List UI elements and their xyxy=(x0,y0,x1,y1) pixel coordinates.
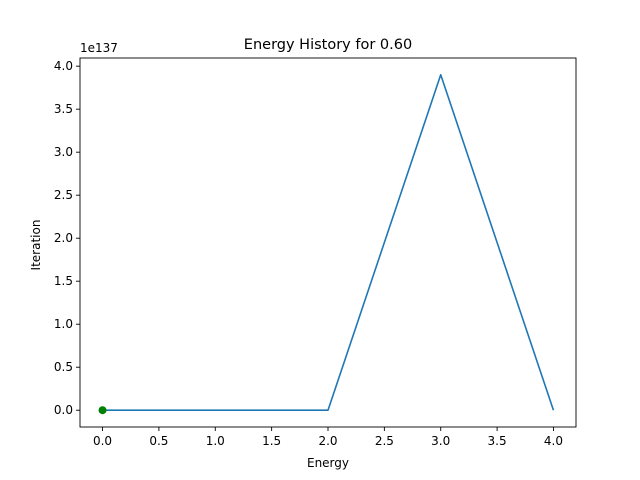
y-offset-label: 1e137 xyxy=(80,41,118,55)
x-tick-label-7: 3.5 xyxy=(488,434,507,448)
chart-title: Energy History for 0.60 xyxy=(244,37,412,53)
x-tick-label-8: 4.0 xyxy=(544,434,563,448)
y-tick-label-8: 4.0 xyxy=(54,59,73,73)
x-tick-label-3: 1.5 xyxy=(262,434,281,448)
y-axis-label: Iteration xyxy=(29,220,43,271)
x-tick-label-4: 2.0 xyxy=(318,434,337,448)
y-tick-label-2: 1.0 xyxy=(54,317,73,331)
x-tick-label-1: 0.5 xyxy=(149,434,168,448)
x-tick-label-6: 3.0 xyxy=(431,434,450,448)
y-tick-label-6: 3.0 xyxy=(54,145,73,159)
y-tick-label-0: 0.0 xyxy=(54,403,73,417)
series-line-0 xyxy=(102,73,555,412)
start-point-marker xyxy=(98,406,107,415)
plot-area: 0.0 0.5 1.0 1.5 2.0 2.5 3.0 3.5 4.0 0.0 0.5 1.0 1.5 2… xyxy=(54,57,577,448)
y-tick-label-1: 0.5 xyxy=(54,360,73,374)
y-tick-label-3: 1.5 xyxy=(54,274,73,288)
y-tick-label-7: 3.5 xyxy=(54,102,73,116)
y-tick-label-5: 2.5 xyxy=(54,188,73,202)
x-tick-label-0: 0.0 xyxy=(93,434,112,448)
x-axis-label: Energy xyxy=(307,456,349,470)
x-tick-label-5: 2.5 xyxy=(375,434,394,448)
y-tick-label-4: 2.0 xyxy=(54,231,73,245)
x-tick-label-2: 1.0 xyxy=(206,434,225,448)
